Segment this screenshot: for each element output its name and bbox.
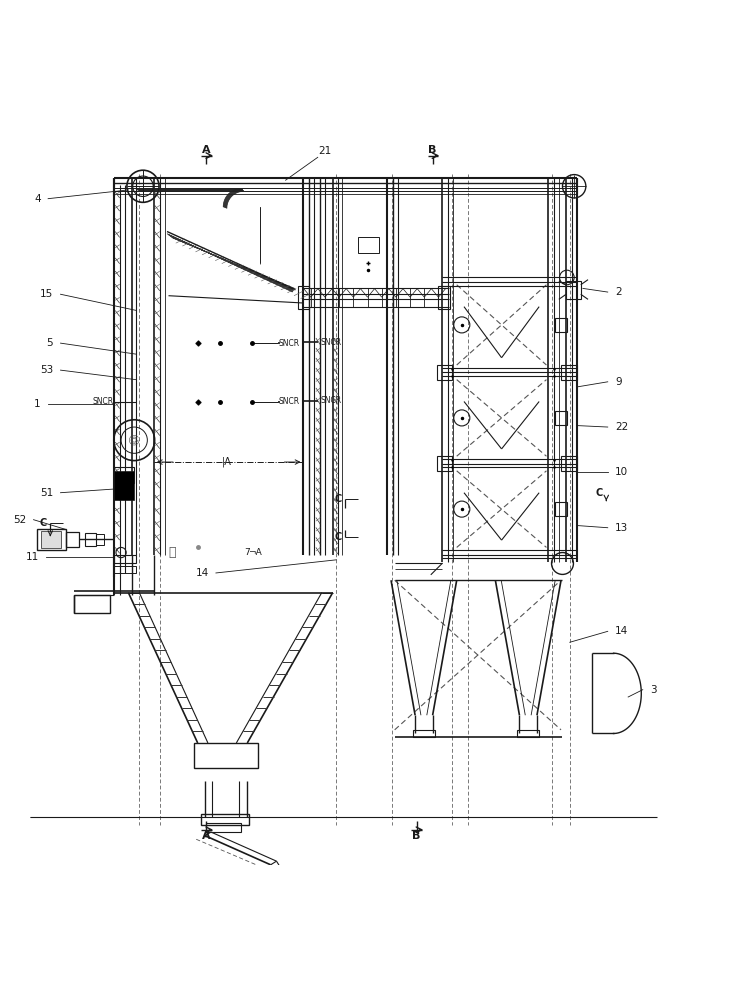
Bar <box>114 566 136 573</box>
Text: SNCR: SNCR <box>279 397 300 406</box>
Bar <box>437 456 452 471</box>
Text: A: A <box>202 145 211 155</box>
Text: 11: 11 <box>26 552 39 562</box>
Bar <box>358 237 379 253</box>
Text: C: C <box>334 494 341 504</box>
Bar <box>556 502 567 516</box>
Bar <box>556 318 567 332</box>
Bar <box>114 485 132 494</box>
Text: SNCR: SNCR <box>321 338 342 347</box>
Text: 2: 2 <box>615 287 621 297</box>
Bar <box>518 730 539 737</box>
Bar <box>566 281 580 299</box>
Bar <box>67 532 80 547</box>
Bar <box>114 555 136 563</box>
Text: 13: 13 <box>615 523 628 533</box>
Text: 52: 52 <box>13 515 26 525</box>
Bar <box>439 286 450 309</box>
Bar <box>41 531 61 548</box>
Text: 51: 51 <box>40 488 53 498</box>
Bar <box>85 533 96 546</box>
Text: C: C <box>39 518 47 528</box>
Text: ¬A: ¬A <box>248 548 262 557</box>
Text: |A: |A <box>222 457 232 467</box>
Bar <box>201 814 249 825</box>
Text: 9: 9 <box>615 377 621 387</box>
Bar <box>298 286 309 309</box>
Bar <box>96 534 105 545</box>
Text: 1: 1 <box>34 399 41 409</box>
Text: B: B <box>428 145 437 155</box>
Bar <box>561 456 577 471</box>
Text: 14: 14 <box>195 568 208 578</box>
Text: 5: 5 <box>47 338 53 348</box>
Text: 中: 中 <box>168 546 176 559</box>
Text: B: B <box>412 831 421 841</box>
Bar <box>556 411 567 425</box>
Text: SNCR: SNCR <box>92 397 113 406</box>
Text: 53: 53 <box>40 365 53 375</box>
Text: 4: 4 <box>34 194 41 204</box>
Text: SNCR: SNCR <box>279 339 300 348</box>
Bar <box>413 730 435 737</box>
Text: C: C <box>595 488 602 498</box>
Bar <box>194 743 257 768</box>
Bar <box>114 467 135 483</box>
Text: 10: 10 <box>615 467 628 477</box>
Text: C: C <box>334 532 341 542</box>
Text: 3: 3 <box>650 685 656 695</box>
Bar <box>437 365 452 380</box>
Text: 21: 21 <box>319 146 332 156</box>
Bar <box>74 595 110 613</box>
Text: 22: 22 <box>615 422 628 432</box>
Text: SNCR: SNCR <box>321 396 342 405</box>
Text: 15: 15 <box>40 289 53 299</box>
Text: 14: 14 <box>615 626 628 636</box>
Bar <box>114 471 135 500</box>
Text: A: A <box>202 831 211 841</box>
Bar <box>561 365 577 380</box>
Bar <box>37 529 67 550</box>
Text: A: A <box>121 472 126 481</box>
Bar <box>206 823 241 832</box>
Text: 7: 7 <box>244 548 250 557</box>
